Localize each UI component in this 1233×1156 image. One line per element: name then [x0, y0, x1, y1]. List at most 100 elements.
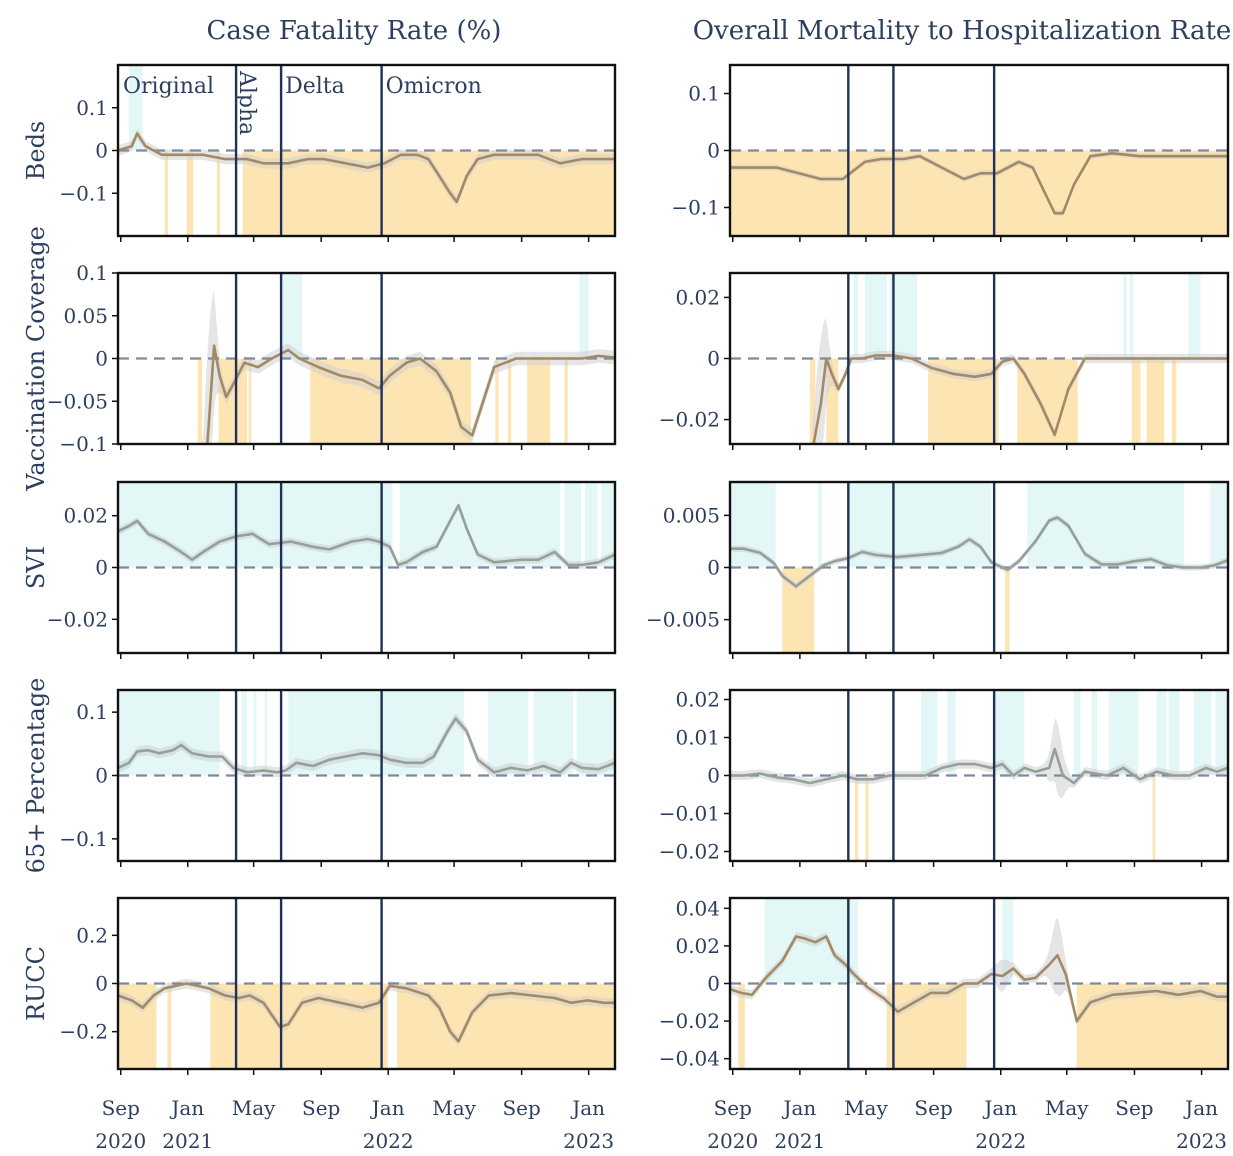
- estimate-line: [205, 344, 615, 444]
- positive-span: [118, 690, 220, 776]
- panel-65-percentage-omhr: 0.02 0.01 0 −0.01 −0.02: [659, 688, 1230, 867]
- negative-span: [507, 358, 512, 444]
- wave-label-original: Original: [123, 74, 214, 99]
- positive-span: [253, 690, 257, 776]
- y-tick-label: −0.1: [59, 827, 108, 851]
- y-tick-label: −0.02: [659, 408, 720, 432]
- y-tick-label: 0.01: [675, 726, 720, 750]
- positive-span: [864, 273, 887, 359]
- y-tick-label: −0.2: [59, 1020, 108, 1044]
- estimate-line: [118, 982, 615, 1043]
- x-tick-year: 2021: [162, 1129, 213, 1151]
- y-tick-label: 0.1: [76, 96, 108, 120]
- panel-beds-omhr: 0.1 0 −0.1: [671, 63, 1230, 242]
- positive-span: [1027, 482, 1184, 568]
- estimate-line: [118, 504, 615, 567]
- y-tick-label: −0.1: [59, 432, 108, 456]
- positive-span: [128, 65, 143, 151]
- negative-span: [527, 358, 551, 444]
- x-tick-year: 2022: [975, 1129, 1026, 1151]
- positive-span: [281, 273, 302, 359]
- y-tick-label: 0: [707, 556, 720, 580]
- negative-span: [738, 983, 745, 1069]
- x-tick-month: Jan: [1183, 1096, 1218, 1120]
- positive-span: [1156, 690, 1167, 776]
- negative-span: [1146, 358, 1165, 444]
- row-label-rucc: RUCC: [22, 946, 50, 1021]
- panels: Beds Vaccination Coverage SVI 65+ Percentag…: [22, 63, 1230, 1153]
- y-tick-label: 0.02: [675, 688, 720, 712]
- x-tick-month: May: [844, 1096, 888, 1120]
- x-tick-month: May: [432, 1096, 476, 1120]
- wave-label-delta: Delta: [285, 74, 345, 99]
- wave-label-omicron: Omicron: [386, 74, 482, 99]
- x-tick-year: 2023: [563, 1129, 614, 1151]
- y-tick-label: 0.02: [675, 934, 720, 958]
- y-tick-label: −0.1: [59, 181, 108, 205]
- positive-span: [947, 690, 956, 776]
- x-tick-month: Jan: [570, 1096, 605, 1120]
- negative-span: [1017, 358, 1078, 444]
- estimate-line: [730, 152, 1228, 215]
- positive-span: [730, 482, 776, 568]
- panel-beds-cfr: 0.1 0 −0.1 Original Alpha Delta Omicron: [59, 63, 617, 242]
- y-tick-label: 0.02: [675, 285, 720, 309]
- x-tick-month: May: [1045, 1096, 1089, 1120]
- negative-span: [1171, 358, 1177, 444]
- positive-span: [118, 482, 393, 568]
- y-tick-label: −0.1: [671, 196, 720, 220]
- y-tick-label: −0.005: [646, 608, 720, 632]
- estimate-line: [730, 935, 1228, 1023]
- x-tick-month: Sep: [502, 1096, 540, 1120]
- confidence-band: [730, 718, 1227, 799]
- negative-span: [197, 358, 203, 444]
- wave-label-alpha: Alpha: [234, 70, 259, 135]
- plot-area: [118, 690, 615, 778]
- y-tick-label: 0: [95, 139, 108, 163]
- x-tick-month: Jan: [370, 1096, 405, 1120]
- positive-span: [1108, 690, 1139, 776]
- x-tick-year: 2021: [774, 1129, 825, 1151]
- y-tick-label: 0: [707, 764, 720, 788]
- positive-span: [1210, 482, 1228, 568]
- y-tick-label: 0: [95, 556, 108, 580]
- negative-span: [495, 358, 499, 444]
- row-label-beds: Beds: [22, 121, 50, 181]
- confidence-band: [118, 503, 614, 569]
- estimate-line: [730, 747, 1228, 785]
- x-tick-month: Sep: [102, 1096, 140, 1120]
- y-tick-label: 0.05: [63, 304, 108, 328]
- y-tick-label: 0: [95, 972, 108, 996]
- positive-span: [920, 690, 938, 776]
- negative-span: [216, 150, 221, 236]
- row-label-65-percentage: 65+ Percentage: [22, 678, 50, 874]
- negative-span: [1131, 358, 1141, 444]
- negative-span: [248, 358, 252, 444]
- negative-span: [164, 150, 168, 236]
- estimate-line: [730, 516, 1228, 588]
- positive-span: [1168, 690, 1180, 776]
- y-tick-label: 0: [707, 347, 720, 371]
- plot-area: [118, 65, 615, 236]
- panel-vaccination-coverage-omhr: 0.02 0 −0.02: [659, 271, 1230, 450]
- negative-span: [1005, 567, 1010, 653]
- plot-area: [730, 898, 1228, 1069]
- negative-span: [809, 358, 816, 444]
- col-title-omhr: Overall Mortality to Hospitalization Rat…: [693, 16, 1232, 46]
- x-tick-month: Sep: [914, 1096, 952, 1120]
- x-tick-month: May: [232, 1096, 276, 1120]
- y-tick-label: 0: [95, 347, 108, 371]
- y-tick-label: 0.1: [76, 700, 108, 724]
- positive-span: [533, 690, 574, 776]
- x-tick-month: Sep: [1115, 1096, 1153, 1120]
- x-tick-month: Sep: [714, 1096, 752, 1120]
- positive-span: [1123, 273, 1127, 359]
- y-tick-label: −0.04: [659, 1047, 720, 1071]
- plot-area: [118, 482, 615, 569]
- positive-span: [487, 690, 529, 776]
- panel-rucc-omhr: 0.04 0.02 0 −0.02 −0.04 Sep 2020 Jan 2021 May Sep J…: [659, 896, 1230, 1153]
- negative-span: [730, 150, 1228, 236]
- positive-span: [1091, 690, 1098, 776]
- plot-area: [118, 273, 615, 444]
